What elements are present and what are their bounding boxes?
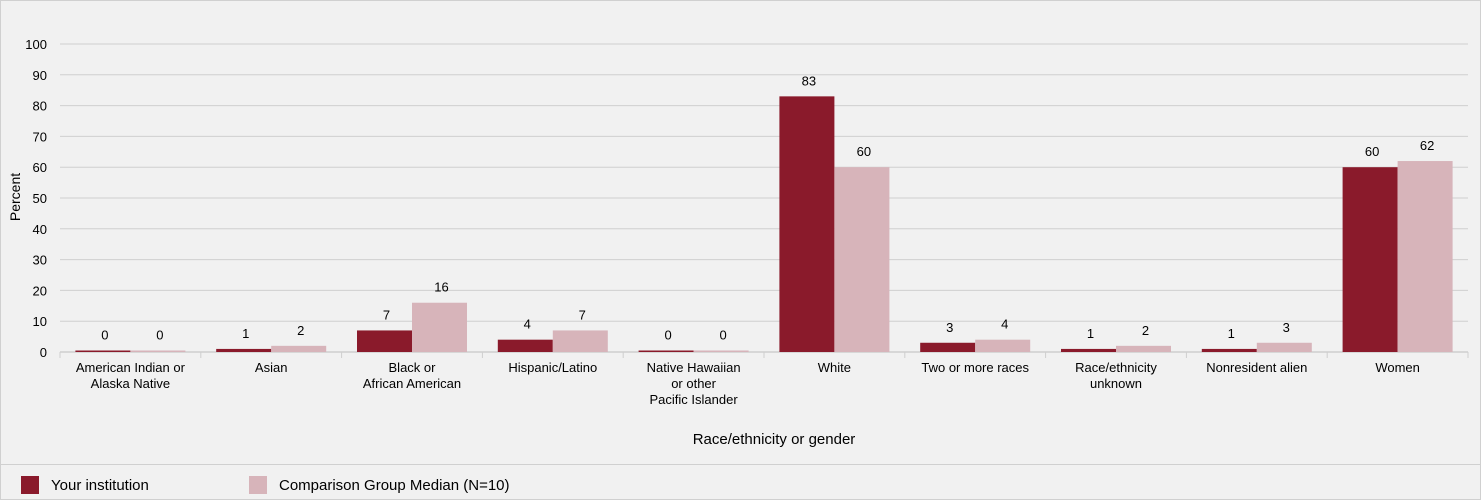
legend-swatch-your-institution <box>21 476 39 494</box>
gridlines <box>60 43 1468 353</box>
bar-your-institution <box>216 348 272 352</box>
x-tick-label: Hispanic/Latino <box>508 360 597 375</box>
data-label: 0 <box>719 328 726 343</box>
bar-comparison <box>271 345 327 352</box>
y-tick-label: 0 <box>40 345 47 360</box>
data-label: 16 <box>434 280 448 295</box>
legend-label-comparison-group: Comparison Group Median (N=10) <box>279 476 510 494</box>
legend-item-comparison-group: Comparison Group Median (N=10) <box>249 476 510 494</box>
bar-comparison <box>693 350 749 352</box>
data-label: 60 <box>857 144 871 159</box>
bar-comparison <box>1116 345 1171 352</box>
data-label: 2 <box>297 323 304 338</box>
data-label: 7 <box>383 307 390 322</box>
legend-item-your-institution: Your institution <box>21 476 149 494</box>
bar-your-institution <box>75 350 131 352</box>
bar-comparison <box>834 167 890 352</box>
bar-your-institution <box>357 330 412 352</box>
x-tick-label: Women <box>1375 360 1420 375</box>
bar-your-institution <box>1342 167 1398 352</box>
data-label: 4 <box>1001 317 1008 332</box>
x-tick-label: American Indian or Alaska Native <box>76 360 186 391</box>
data-label: 3 <box>946 320 953 335</box>
x-axis-label: Race/ethnicity or gender <box>693 431 856 448</box>
y-tick-label: 70 <box>33 129 47 144</box>
bar-your-institution <box>497 339 553 352</box>
bar-your-institution <box>1061 348 1116 352</box>
bar-comparison <box>412 302 467 352</box>
y-tick-label: 60 <box>33 160 47 175</box>
y-tick-label: 50 <box>33 191 47 206</box>
data-label: 1 <box>1087 326 1094 341</box>
data-label: 1 <box>242 326 249 341</box>
y-tick-label: 40 <box>33 222 47 237</box>
y-tick-label: 30 <box>33 253 47 268</box>
value-labels: 0 0 1 2 7 16 4 7 0 0 83 60 3 4 1 2 1 3 60 62 <box>101 73 1434 342</box>
legend-separator <box>0 464 1481 465</box>
x-axis-ticks: American Indian or Alaska Native Asian Blac… <box>59 352 1469 407</box>
y-tick-label: 100 <box>25 37 47 52</box>
bars <box>75 96 1453 352</box>
bar-comparison <box>975 339 1031 352</box>
x-tick-label: Two or more races <box>921 360 1029 375</box>
bar-your-institution <box>920 342 976 352</box>
bar-comparison <box>552 330 608 352</box>
bar-your-institution <box>1201 348 1257 352</box>
y-tick-label: 10 <box>33 314 47 329</box>
bar-comparison <box>1256 342 1312 352</box>
y-tick-label: 20 <box>33 283 47 298</box>
legend-swatch-comparison-group <box>249 476 267 494</box>
x-tick-label: White <box>818 360 851 375</box>
data-label: 3 <box>1283 320 1290 335</box>
data-label: 60 <box>1365 144 1379 159</box>
bar-your-institution <box>638 350 694 352</box>
bar-comparison <box>130 350 186 352</box>
data-label: 1 <box>1228 326 1235 341</box>
data-label: 83 <box>802 73 816 88</box>
y-axis-label: Percent <box>7 173 23 221</box>
bar-comparison <box>1397 161 1453 352</box>
data-label: 7 <box>579 307 586 322</box>
data-label: 0 <box>664 328 671 343</box>
data-label: 62 <box>1420 138 1434 153</box>
x-tick-label: Native Hawaiian or other Pacific Islander <box>647 360 741 407</box>
x-tick-label: Race/ethnicity unknown <box>1075 360 1157 391</box>
x-tick-label: Black or African American <box>363 360 461 391</box>
y-tick-label: 80 <box>33 99 47 114</box>
data-label: 0 <box>156 328 163 343</box>
bar-your-institution <box>779 96 835 352</box>
x-tick-label: Nonresident alien <box>1206 360 1307 375</box>
data-label: 0 <box>101 328 108 343</box>
y-axis-ticks: 0 10 20 30 40 50 60 70 80 90 100 <box>25 37 47 360</box>
data-label: 2 <box>1142 323 1149 338</box>
legend-label-your-institution: Your institution <box>51 476 149 494</box>
y-tick-label: 90 <box>33 68 47 83</box>
data-label: 4 <box>524 317 531 332</box>
x-tick-label: Asian <box>255 360 288 375</box>
